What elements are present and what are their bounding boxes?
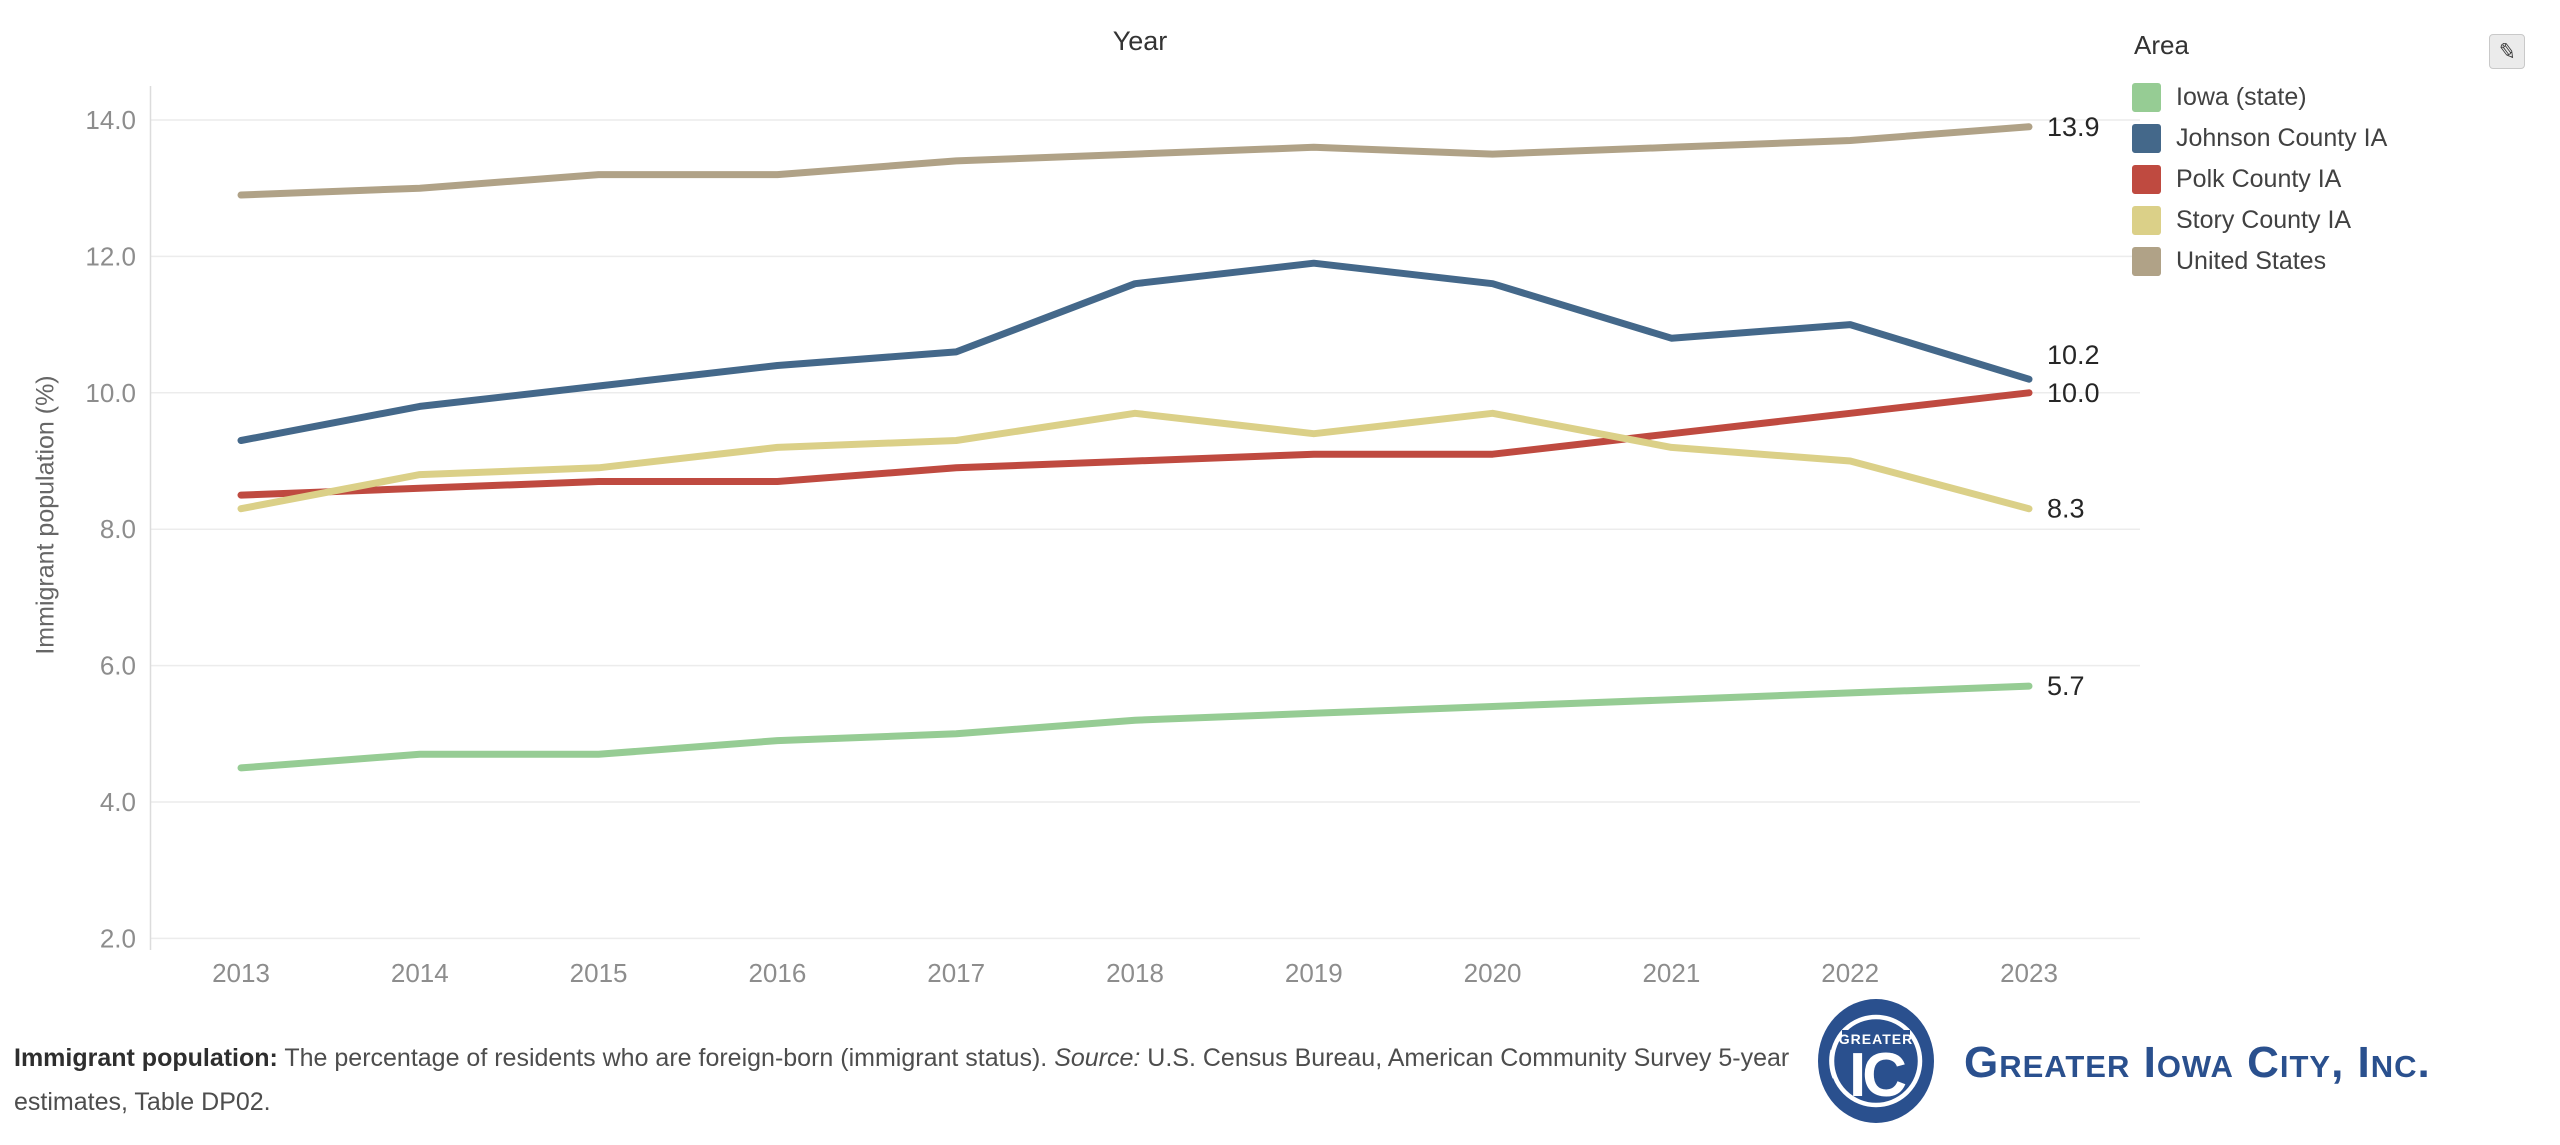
- legend-item-united-states[interactable]: United States: [2132, 241, 2462, 282]
- x-tick-label-2016: 2016: [748, 958, 806, 988]
- x-tick-label-2018: 2018: [1106, 958, 1164, 988]
- legend-swatch-polk-county-ia: [2132, 165, 2161, 194]
- pencil-icon: ✎: [2496, 37, 2518, 65]
- series-end-label-10.0: 10.0: [2047, 378, 2100, 408]
- y-tick-label: 10.0: [85, 378, 136, 408]
- source-text: U.S. Census Bureau, American Community S…: [14, 1044, 1790, 1116]
- org-name: Greater Iowa City, Inc.: [1964, 1038, 2431, 1087]
- source-label: Source:: [1054, 1044, 1141, 1072]
- x-tick-label-2015: 2015: [570, 958, 628, 988]
- greater-iowa-city-logo: GREATER IC: [1818, 999, 1934, 1123]
- x-tick-label-2020: 2020: [1464, 958, 1522, 988]
- series-end-label-13.9: 13.9: [2047, 112, 2100, 142]
- legend-label: Story County IA: [2176, 206, 2352, 234]
- series-line-iowa-state[interactable]: [237, 682, 2033, 772]
- y-tick-label: 6.0: [100, 651, 136, 681]
- series-end-label-8.3: 8.3: [2047, 494, 2085, 524]
- legend-item-iowa-state[interactable]: Iowa (state): [2132, 77, 2462, 118]
- x-tick-label-2023: 2023: [2000, 958, 2058, 988]
- branding: GREATER IC Greater Iowa City, Inc.: [1816, 998, 2556, 1128]
- y-tick-label: 2.0: [100, 923, 136, 953]
- legend-label: United States: [2176, 247, 2327, 275]
- legend-label: Polk County IA: [2176, 165, 2342, 193]
- x-tick-label-2014: 2014: [391, 958, 449, 988]
- series-end-label-5.7: 5.7: [2047, 671, 2085, 701]
- x-tick-label-2013: 2013: [212, 958, 270, 988]
- series-line-polk-county-ia[interactable]: [237, 389, 2033, 499]
- legend-swatch-story-county-ia: [2132, 206, 2161, 235]
- x-tick-label-2019: 2019: [1285, 958, 1343, 988]
- legend-label: Iowa (state): [2176, 83, 2307, 111]
- y-tick-label: 14.0: [85, 105, 136, 135]
- legend-title: Area: [2134, 30, 2189, 60]
- series-line-united-states[interactable]: [237, 123, 2033, 199]
- legend: Area Iowa (state) Johnson County IA Polk C…: [2132, 30, 2462, 282]
- term-definition: The percentage of residents who are fore…: [277, 1044, 1055, 1072]
- legend-swatch-johnson-county-ia: [2132, 124, 2161, 153]
- y-axis-title: Immigrant population (%): [31, 375, 60, 655]
- legend-swatch-united-states: [2132, 247, 2161, 276]
- x-tick-label-2021: 2021: [1642, 958, 1700, 988]
- x-tick-label-2017: 2017: [927, 958, 985, 988]
- series-line-story-county-ia[interactable]: [237, 409, 2033, 513]
- edit-button[interactable]: ✎: [2489, 34, 2525, 69]
- legend-item-story-county-ia[interactable]: Story County IA: [2132, 200, 2462, 241]
- source-note: Immigrant population: The percentage of …: [14, 1036, 1814, 1124]
- legend-item-johnson-county-ia[interactable]: Johnson County IA: [2132, 118, 2462, 159]
- y-tick-label: 12.0: [85, 241, 136, 271]
- legend-label: Johnson County IA: [2176, 124, 2388, 152]
- y-tick-label: 4.0: [100, 787, 136, 817]
- logo-top-text: GREATER: [1839, 1031, 1913, 1047]
- legend-swatch-iowa-state: [2132, 83, 2161, 112]
- term-label: Immigrant population:: [14, 1044, 278, 1072]
- legend-item-polk-county-ia[interactable]: Polk County IA: [2132, 159, 2462, 200]
- x-tick-label-2022: 2022: [1821, 958, 1879, 988]
- y-tick-label: 8.0: [100, 514, 136, 544]
- legend-items: Iowa (state) Johnson County IA Polk County…: [2132, 77, 2462, 282]
- logo-monogram: IC: [1849, 1041, 1906, 1110]
- series-end-label-10.2: 10.2: [2047, 340, 2100, 370]
- series-line-johnson-county-ia[interactable]: [237, 259, 2033, 444]
- chart-title: Year: [1112, 26, 1168, 56]
